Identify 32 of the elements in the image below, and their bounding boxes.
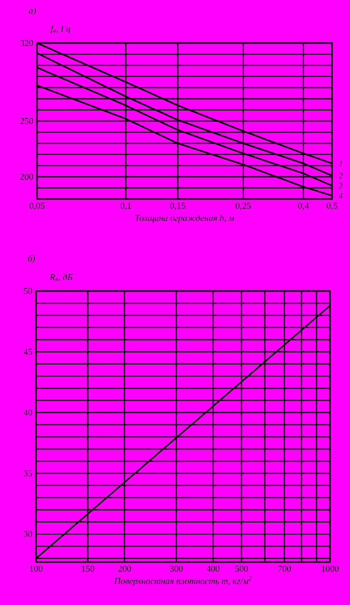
y-tick-label: 30	[24, 530, 32, 538]
x-axis-title: Толщина ограждения h, м	[135, 214, 234, 223]
y-tick-label: 45	[24, 348, 32, 355]
series-label: 4	[338, 193, 343, 198]
x-tick-label: 0,5	[326, 202, 338, 210]
y-tick-label: 40	[24, 409, 32, 416]
x-tick-label: 500	[235, 566, 248, 572]
chart-title: б)	[28, 255, 35, 264]
y-tick-label: 250	[20, 118, 34, 124]
y-axis-title: f$_{в}$, Гц	[50, 25, 70, 34]
series-label: 3	[338, 182, 343, 188]
x-tick-label: 0,25	[236, 202, 251, 210]
x-axis-title: Поверхностная плотность m, кг/м$^{2}$	[114, 576, 252, 586]
x-tick-label: 300	[170, 566, 183, 572]
y-tick-label: 35	[24, 470, 32, 476]
series-label: 2	[338, 172, 343, 178]
y-tick-label: 50	[24, 288, 32, 294]
x-tick-label: 700	[278, 566, 291, 572]
x-tick-label: 0,05	[29, 202, 45, 210]
x-tick-label: 0,15	[170, 202, 186, 210]
x-tick-label: 150	[82, 566, 94, 572]
x-tick-label: 200	[118, 566, 131, 572]
x-tick-label: 0,1	[120, 202, 131, 210]
x-tick-label: 1000	[322, 566, 339, 572]
y-tick-label: 320	[20, 40, 34, 46]
series-label: 1	[339, 160, 342, 166]
x-tick-label: 100	[30, 566, 42, 572]
chart-title: а)	[28, 7, 36, 16]
y-tick-label: 200	[20, 174, 34, 180]
x-tick-label: 0,4	[298, 202, 309, 210]
x-tick-label: 400	[206, 566, 220, 572]
y-axis-title: R$_{в}$, дБ	[50, 274, 72, 282]
